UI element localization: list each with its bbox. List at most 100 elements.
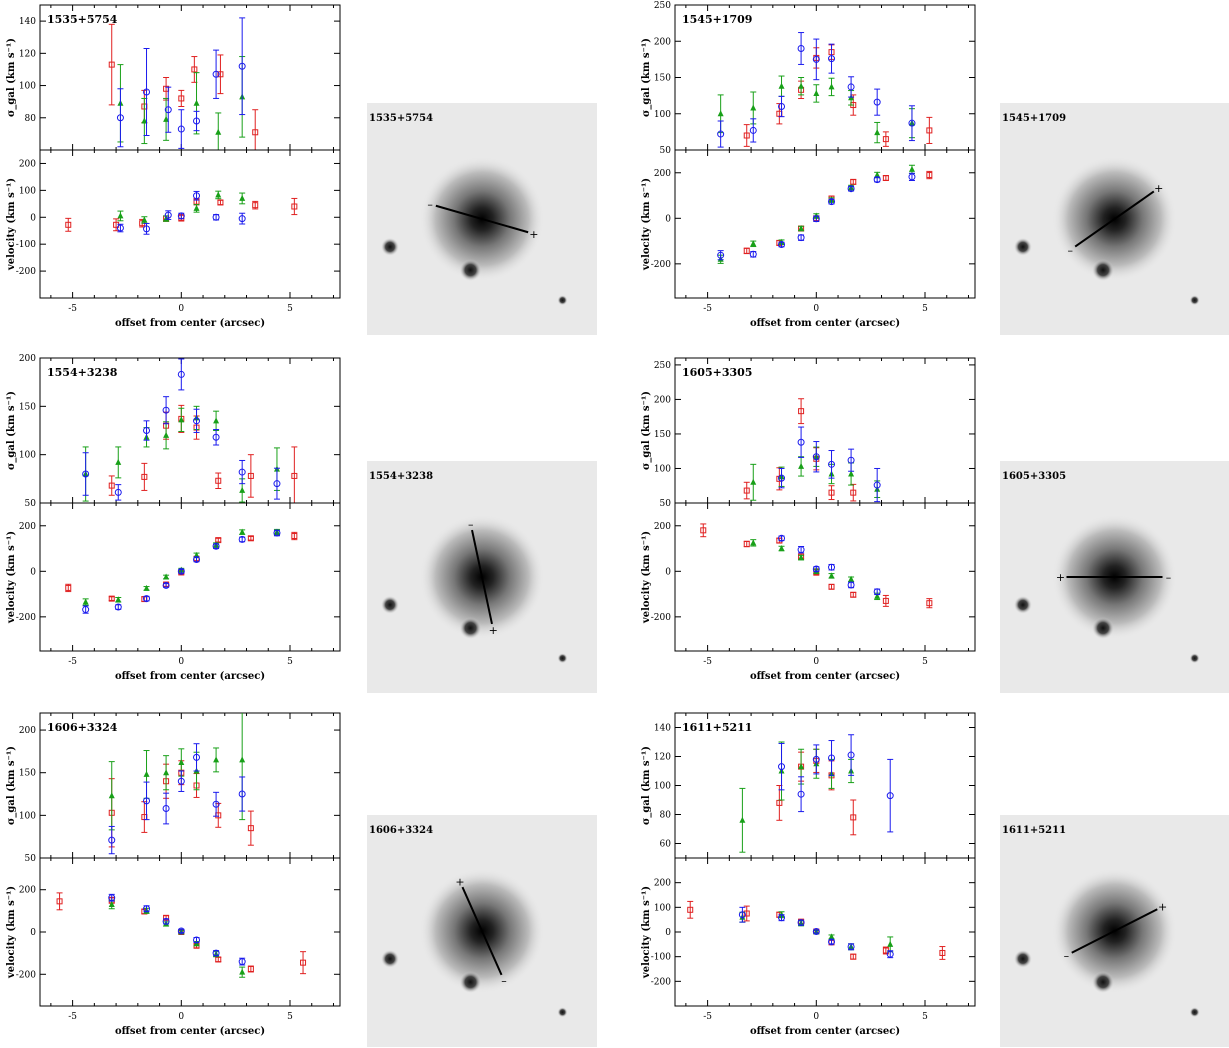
data-point xyxy=(143,905,151,913)
data-point xyxy=(828,933,835,940)
data-point xyxy=(847,751,855,759)
x-tick-label: 0 xyxy=(813,304,819,314)
star-blob xyxy=(1092,617,1115,640)
data-point xyxy=(143,770,150,777)
y-tick-label: 200 xyxy=(19,159,36,169)
data-point xyxy=(798,763,805,770)
plot-frame xyxy=(39,4,341,151)
data-point xyxy=(887,940,894,947)
data-point xyxy=(213,756,220,763)
galaxy-image: 1606+3324 + – xyxy=(367,815,597,1047)
data-point xyxy=(82,606,90,614)
slit-line xyxy=(1074,190,1155,248)
data-point xyxy=(798,554,805,561)
data-point xyxy=(882,175,889,182)
y-tick-label: 80 xyxy=(660,811,672,821)
data-point xyxy=(215,191,222,198)
data-point xyxy=(850,489,857,496)
data-point xyxy=(291,203,298,210)
data-point xyxy=(193,753,201,761)
y-axis-label: σ_gal (km s⁻¹) xyxy=(641,746,652,825)
x-tick-label: 5 xyxy=(922,657,928,667)
data-point xyxy=(847,83,855,91)
data-point xyxy=(239,194,246,201)
x-tick-label: -5 xyxy=(68,1012,77,1022)
data-point xyxy=(114,488,122,496)
data-point xyxy=(163,769,170,776)
data-point xyxy=(164,106,172,114)
y-tick-label: -200 xyxy=(651,260,671,270)
data-point xyxy=(939,949,946,956)
data-point xyxy=(798,82,805,89)
y-tick-label: 140 xyxy=(654,724,671,734)
data-point xyxy=(812,755,820,763)
data-point xyxy=(743,487,750,494)
data-point xyxy=(291,472,298,479)
data-point xyxy=(778,82,785,89)
data-point xyxy=(743,247,750,254)
slit-line xyxy=(1071,908,1158,954)
minus-marker: – xyxy=(1068,244,1074,257)
data-point xyxy=(812,215,820,223)
data-point xyxy=(177,567,185,575)
data-point xyxy=(193,555,201,563)
y-tick-label: 250 xyxy=(654,1,671,11)
y-tick-label: 100 xyxy=(19,451,36,461)
x-axis-label: offset from center (arcsec) xyxy=(115,318,265,329)
data-point xyxy=(108,482,115,489)
data-point xyxy=(926,172,933,179)
data-point xyxy=(797,234,805,242)
data-point xyxy=(700,527,707,534)
data-point xyxy=(749,250,757,258)
y-axis-label: velocity (km s⁻¹) xyxy=(641,531,652,624)
x-tick-label: 5 xyxy=(922,304,928,314)
data-point xyxy=(163,573,170,580)
data-point xyxy=(828,460,836,468)
data-point xyxy=(193,192,201,200)
data-point xyxy=(738,911,746,919)
data-point xyxy=(828,198,836,206)
x-axis-label: offset from center (arcsec) xyxy=(750,671,900,682)
x-tick-label: -5 xyxy=(68,304,77,314)
data-point xyxy=(873,588,881,596)
y-tick-label: 0 xyxy=(665,928,671,938)
data-point xyxy=(778,534,786,542)
y-axis-label: σ_gal (km s⁻¹) xyxy=(641,391,652,470)
x-axis-label: offset from center (arcsec) xyxy=(750,318,900,329)
data-point xyxy=(252,129,259,136)
data-point xyxy=(926,127,933,134)
data-point xyxy=(212,949,220,957)
data-point xyxy=(116,224,124,232)
slit-line xyxy=(461,886,503,976)
panel-title: 1606+3324 xyxy=(47,721,118,734)
plus-marker: + xyxy=(489,624,498,637)
data-point xyxy=(908,119,916,127)
minus-marker: – xyxy=(468,518,474,531)
data-point xyxy=(239,756,246,763)
data-point xyxy=(778,103,786,110)
star-blob xyxy=(557,1007,568,1018)
data-point xyxy=(163,115,170,122)
data-point xyxy=(687,906,694,913)
data-point xyxy=(873,481,881,489)
y-tick-label: 150 xyxy=(654,74,671,84)
data-point xyxy=(273,480,281,488)
data-point xyxy=(143,225,151,233)
data-point xyxy=(797,45,805,52)
y-tick-label: 100 xyxy=(19,82,36,92)
y-tick-label: 200 xyxy=(654,37,671,47)
x-tick-label: 0 xyxy=(178,1012,184,1022)
data-point xyxy=(108,595,115,602)
data-point xyxy=(215,128,222,135)
data-point xyxy=(926,600,933,607)
star-blob xyxy=(557,295,568,306)
data-point xyxy=(178,95,185,102)
data-point xyxy=(717,110,724,117)
y-tick-label: 0 xyxy=(665,214,671,224)
data-point xyxy=(82,470,90,478)
panel-title: 1605+3305 xyxy=(682,366,752,379)
data-point xyxy=(108,836,116,844)
data-point xyxy=(300,959,307,966)
plus-marker: + xyxy=(1154,182,1163,195)
data-point xyxy=(812,928,820,936)
